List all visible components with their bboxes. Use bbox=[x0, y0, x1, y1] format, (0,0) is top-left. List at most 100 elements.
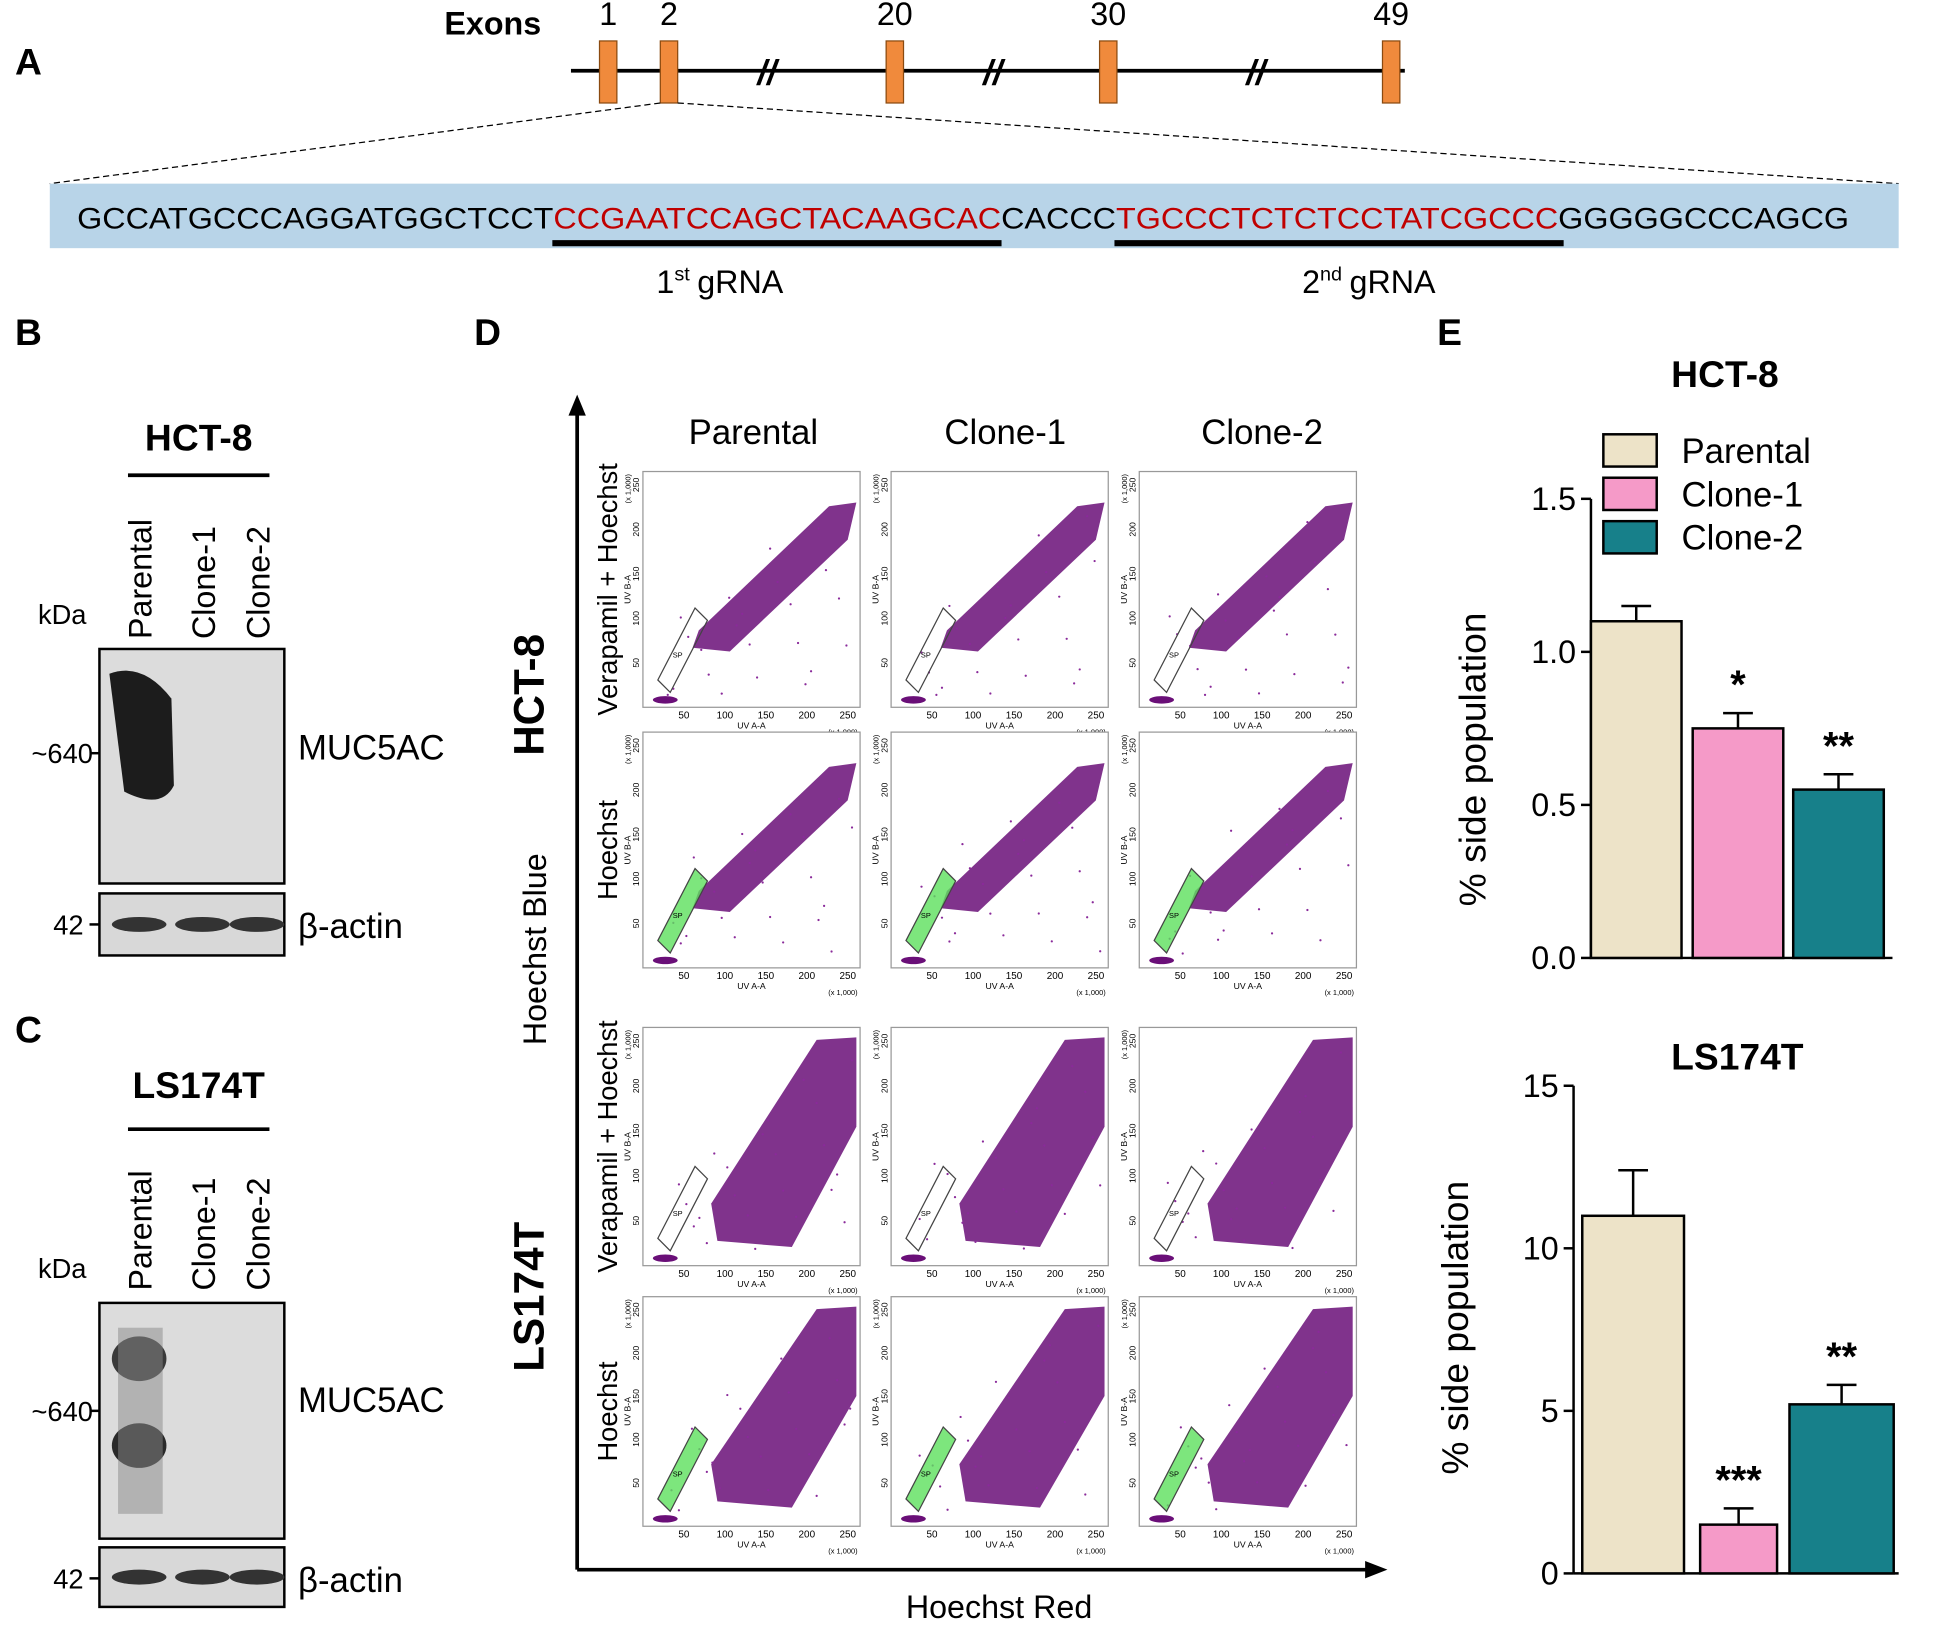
flow-dot bbox=[974, 1465, 977, 1468]
column-header: Clone-2 bbox=[1201, 414, 1323, 452]
flow-tick-label: 250 bbox=[1128, 477, 1138, 492]
flow-dot bbox=[692, 856, 695, 859]
sequence-segment: GGGGGCCCAGCG bbox=[1558, 202, 1849, 235]
flow-dot bbox=[1043, 1359, 1046, 1362]
flow-dot bbox=[1009, 604, 1012, 607]
sp-gate bbox=[1153, 606, 1205, 694]
kda-label: kDa bbox=[38, 599, 87, 630]
flow-axis-label: Hoechst Red bbox=[906, 1589, 1092, 1625]
flow-tick-label: 150 bbox=[1006, 710, 1023, 721]
lane-label: Clone-2 bbox=[240, 1178, 276, 1291]
flow-tick-label: 150 bbox=[1254, 1529, 1271, 1540]
flow-tick-label: 150 bbox=[1254, 710, 1271, 721]
flow-dot bbox=[1283, 1420, 1287, 1423]
flow-axis-title: UV B-A bbox=[623, 1132, 633, 1161]
legend-swatch bbox=[1602, 433, 1658, 468]
error-bar bbox=[1723, 1507, 1754, 1525]
flow-dot bbox=[979, 1455, 983, 1458]
flow-dot bbox=[1347, 666, 1350, 669]
marker-label: 42 bbox=[53, 909, 83, 940]
flow-dot bbox=[755, 676, 759, 679]
lane-label: Clone-2 bbox=[240, 526, 276, 639]
flow-dot bbox=[713, 1152, 716, 1155]
flow-tick-label: 50 bbox=[631, 918, 641, 928]
flow-tick-label: 150 bbox=[879, 827, 889, 842]
flow-tick-label: 100 bbox=[879, 611, 889, 626]
row-label: Hoechst bbox=[592, 1361, 623, 1462]
flow-axis-title: UV A-A bbox=[985, 720, 1014, 730]
flow-tick-label: 50 bbox=[1128, 1216, 1138, 1226]
protein-label: MUC5AC bbox=[298, 1382, 445, 1420]
error-bar bbox=[1823, 773, 1854, 790]
flow-tick-label: 50 bbox=[678, 1529, 690, 1540]
flow-dot bbox=[679, 616, 682, 619]
arrow-head bbox=[1365, 1560, 1388, 1579]
flow-tick-label: 50 bbox=[678, 710, 690, 721]
flow-dot bbox=[925, 1238, 929, 1241]
zoom-line bbox=[677, 102, 1899, 185]
flow-dot bbox=[1202, 1149, 1205, 1153]
flow-dot bbox=[1022, 1247, 1025, 1250]
flow-tick-label: 150 bbox=[879, 1389, 889, 1404]
debris bbox=[901, 696, 926, 704]
flow-dot bbox=[968, 867, 972, 870]
flow-dot bbox=[809, 670, 813, 673]
flow-dot bbox=[1222, 929, 1225, 932]
flow-dot bbox=[1216, 938, 1220, 941]
y-tick-label: 1.5 bbox=[1531, 481, 1576, 517]
flow-tick-label: 200 bbox=[879, 1346, 889, 1361]
sp-events bbox=[1154, 868, 1204, 953]
exon bbox=[1098, 40, 1118, 104]
flow-dot bbox=[1187, 1212, 1190, 1215]
flow-tick-label: 200 bbox=[631, 1078, 641, 1093]
flow-scale: (x 1,000) bbox=[1120, 1029, 1129, 1059]
flow-tick-label: 200 bbox=[1047, 971, 1064, 982]
column-header: Clone-1 bbox=[944, 414, 1066, 452]
flow-dot bbox=[685, 934, 688, 938]
flow-dot bbox=[1278, 596, 1281, 599]
debris bbox=[901, 956, 926, 965]
flow-population bbox=[940, 763, 1105, 913]
break-mark: // bbox=[755, 54, 780, 92]
flow-dot bbox=[815, 1494, 818, 1497]
gate-label: SP bbox=[1169, 911, 1179, 920]
bar bbox=[1691, 727, 1785, 960]
flow-scale: (x 1,000) bbox=[1120, 1299, 1129, 1329]
flow-dot bbox=[1243, 1239, 1246, 1242]
flow-tick-label: 150 bbox=[1254, 1269, 1271, 1280]
flow-tick-label: 200 bbox=[799, 971, 816, 982]
flow-tick-label: 150 bbox=[1006, 971, 1023, 982]
flow-population bbox=[1188, 763, 1353, 913]
y-tick-label: 1.0 bbox=[1531, 634, 1576, 670]
flow-tick-label: 100 bbox=[1128, 871, 1138, 886]
flow-dot bbox=[939, 1485, 942, 1488]
flow-dot bbox=[1063, 1420, 1066, 1424]
flow-dot bbox=[989, 912, 992, 915]
flow-tick-label: 250 bbox=[631, 477, 641, 492]
flow-dot bbox=[1078, 870, 1081, 873]
flow-dot bbox=[961, 842, 964, 846]
flow-tick-label: 250 bbox=[1088, 1269, 1105, 1280]
sequence-segment: TGCCCTCTCTCCTATCGCCC bbox=[1116, 202, 1558, 235]
flow-dot bbox=[850, 1059, 854, 1062]
flow-axis-title: UV A-A bbox=[985, 1279, 1014, 1289]
flow-dot bbox=[1326, 588, 1330, 591]
flow-dot bbox=[1229, 829, 1233, 832]
flow-dot bbox=[1317, 1330, 1320, 1333]
flow-dot bbox=[1071, 826, 1074, 829]
flow-dot bbox=[1270, 932, 1274, 935]
flow-dot bbox=[1024, 674, 1027, 677]
flow-axis-title: UV B-A bbox=[871, 1132, 881, 1161]
flow-axis-title: UV B-A bbox=[623, 835, 633, 864]
flow-dot bbox=[1058, 801, 1061, 804]
flow-dot bbox=[974, 1240, 977, 1244]
flow-tick-label: 250 bbox=[879, 1034, 889, 1049]
flow-tick-label: 250 bbox=[631, 1034, 641, 1049]
bar bbox=[1788, 1403, 1895, 1575]
flow-tick-label: 100 bbox=[631, 871, 641, 886]
bar bbox=[1581, 1214, 1686, 1575]
flow-dot bbox=[1263, 1367, 1266, 1370]
flow-dot bbox=[1091, 1136, 1094, 1139]
flow-dot bbox=[679, 942, 682, 945]
